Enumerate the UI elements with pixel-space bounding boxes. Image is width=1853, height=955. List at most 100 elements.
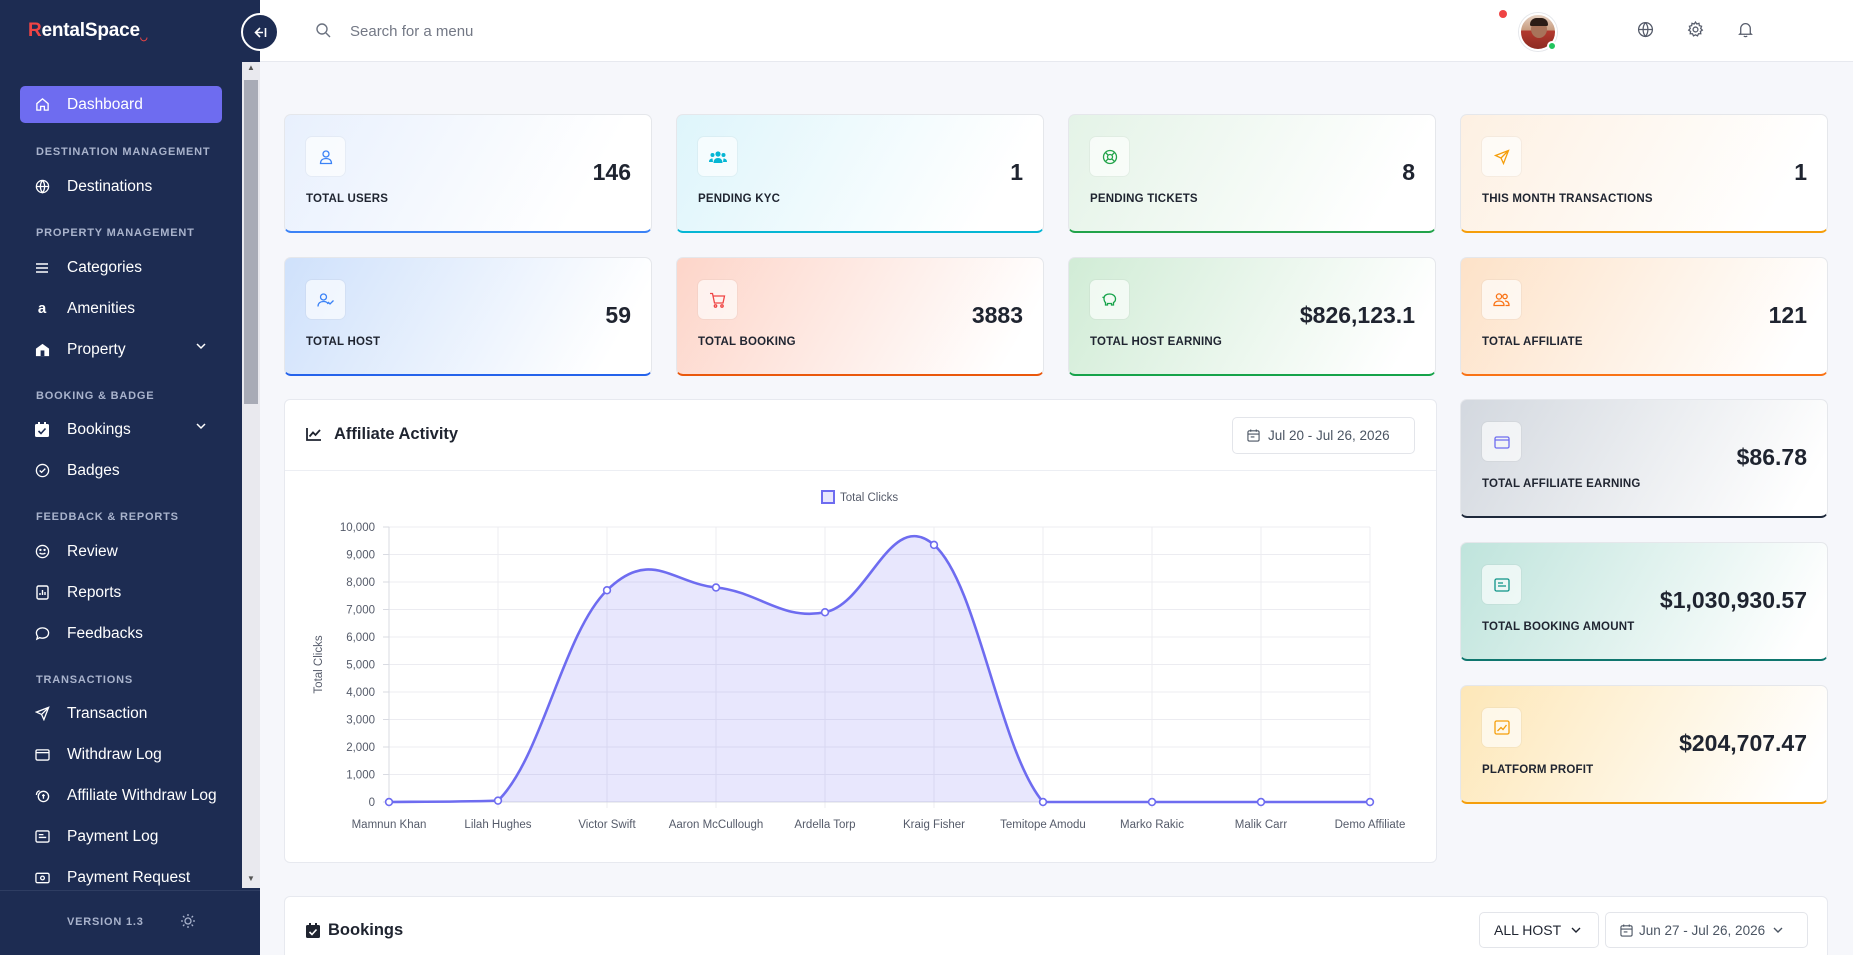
shopping-cart-icon	[698, 280, 737, 319]
stat-card-total-affiliate: 121 TOTAL AFFILIATE	[1460, 257, 1828, 376]
sidebar: RentalSpace◡ Dashboard DESTINATION MANAG…	[0, 0, 260, 955]
scroll-up-icon[interactable]: ▲	[247, 63, 255, 72]
sidebar-footer: VERSION 1.3	[0, 890, 260, 955]
stat-card-total-booking: 3883 TOTAL BOOKING	[676, 257, 1044, 376]
money-icon	[34, 870, 50, 886]
x-tick-label: Kraig Fisher	[903, 819, 965, 831]
building-icon	[34, 342, 50, 358]
sidebar-item-reports[interactable]: Reports	[20, 574, 222, 611]
panel-title: Affiliate Activity	[334, 425, 459, 443]
legend-label: Total Clicks	[840, 492, 898, 504]
calendar-check-icon	[306, 923, 320, 943]
section-property-management: PROPERTY MANAGEMENT	[36, 227, 195, 239]
wallet-icon	[1482, 422, 1521, 461]
stat-card-platform-profit: $204,707.47 PLATFORM PROFIT	[1460, 685, 1828, 804]
users-icon	[1482, 280, 1521, 319]
y-tick-label: 3,000	[346, 715, 375, 727]
search-input[interactable]	[350, 16, 750, 46]
stat-card-pending-tickets: 8 PENDING TICKETS	[1068, 114, 1436, 233]
theme-toggle-sun-icon[interactable]	[180, 913, 196, 934]
data-point	[493, 796, 503, 805]
trend-chart-icon	[1482, 708, 1521, 747]
data-point	[929, 540, 939, 550]
data-point	[602, 586, 612, 595]
smile-icon	[34, 544, 50, 560]
send-icon	[34, 706, 50, 722]
version-label: VERSION 1.3	[67, 916, 144, 928]
sidebar-item-transaction[interactable]: Transaction	[20, 695, 222, 732]
section-booking-badge: BOOKING & BADGE	[36, 390, 155, 402]
y-axis-label: Total Clicks	[313, 635, 325, 693]
x-tick-label: Marko Rakic	[1120, 819, 1184, 831]
affiliate-activity-chart: 0 1,000 2,000 3,000 4,000 5,000 6,000 7,000 8,00…	[313, 490, 1406, 831]
data-point	[384, 797, 394, 807]
sidebar-item-categories[interactable]: Categories	[20, 249, 222, 286]
calendar-icon	[1247, 429, 1260, 442]
x-tick-label: Mamnun Khan	[352, 819, 427, 831]
chevron-down-icon	[196, 343, 206, 350]
top-bar	[260, 0, 1853, 62]
section-feedback-reports: FEEDBACK & REPORTS	[36, 511, 179, 523]
stat-card-total-affiliate-earning: $86.78 TOTAL AFFILIATE EARNING	[1460, 399, 1828, 518]
send-icon	[1482, 137, 1521, 176]
notification-badge	[1499, 10, 1507, 18]
user-icon	[306, 137, 345, 176]
chevron-down-icon	[1571, 927, 1581, 933]
home-icon	[34, 97, 50, 113]
stat-card-pending-kyc: 1 PENDING KYC	[676, 114, 1044, 233]
badge-icon	[34, 463, 50, 479]
y-tick-label: 6,000	[346, 632, 375, 644]
sidebar-item-destinations[interactable]: Destinations	[20, 168, 222, 205]
sidebar-item-feedbacks[interactable]: Feedbacks	[20, 615, 222, 652]
report-icon	[34, 585, 50, 601]
data-point	[711, 583, 721, 592]
sidebar-nav: Dashboard DESTINATION MANAGEMENT Destina…	[0, 80, 242, 888]
notification-bell-icon[interactable]	[1737, 21, 1754, 43]
series-line	[388, 535, 1370, 804]
sidebar-item-badges[interactable]: Badges	[20, 452, 222, 489]
sidebar-item-property[interactable]: Property	[20, 331, 222, 368]
online-status-indicator	[1547, 41, 1557, 51]
data-point	[1038, 797, 1048, 807]
amenities-icon: a	[37, 300, 47, 317]
stat-card-this-month-transactions: 1 THIS MONTH TRANSACTIONS	[1460, 114, 1828, 233]
app-logo[interactable]: RentalSpace◡	[28, 20, 148, 42]
language-globe-icon[interactable]	[1637, 21, 1654, 43]
y-tick-label: 2,000	[346, 742, 375, 754]
coins-icon	[34, 788, 50, 804]
sidebar-item-payment-request[interactable]: Payment Request	[20, 859, 222, 888]
scroll-down-icon[interactable]: ▼	[247, 874, 255, 883]
x-tick-label: Demo Affiliate	[1335, 819, 1406, 831]
calendar-icon	[1620, 923, 1633, 937]
x-tick-label: Victor Swift	[578, 819, 636, 831]
sidebar-item-affiliate-withdraw-log[interactable]: Affiliate Withdraw Log	[20, 777, 222, 814]
y-tick-label: 1,000	[346, 770, 375, 782]
panel-header: Affiliate Activity Jul 20 - Jul 26, 2026	[285, 400, 1436, 471]
stat-card-total-booking-amount: $1,030,930.57 TOTAL BOOKING AMOUNT	[1460, 542, 1828, 661]
stat-card-total-users: 146 TOTAL USERS	[284, 114, 652, 233]
headset-icon	[1090, 137, 1129, 176]
settings-gear-icon[interactable]	[1687, 20, 1704, 43]
affiliate-date-range-picker[interactable]: Jul 20 - Jul 26, 2026	[1232, 417, 1415, 454]
sidebar-item-payment-log[interactable]: Payment Log	[20, 818, 222, 855]
sidebar-item-dashboard[interactable]: Dashboard	[20, 86, 222, 123]
bookings-title: Bookings	[328, 921, 404, 939]
affiliate-activity-panel: Affiliate Activity Jul 20 - Jul 26, 2026…	[284, 399, 1437, 863]
sidebar-collapse-button[interactable]	[241, 13, 279, 51]
bookings-date-range-picker[interactable]: Jun 27 - Jul 26, 2026	[1605, 912, 1808, 948]
wallet-icon	[34, 747, 50, 763]
receipt-icon	[34, 829, 50, 845]
sidebar-item-bookings[interactable]: Bookings	[20, 411, 222, 448]
sidebar-item-withdraw-log[interactable]: Withdraw Log	[20, 736, 222, 773]
host-filter-dropdown[interactable]: ALL HOST	[1479, 912, 1599, 948]
sidebar-item-review[interactable]: Review	[20, 533, 222, 570]
line-chart-icon	[306, 427, 322, 446]
x-tick-label: Temitope Amodu	[1000, 819, 1086, 831]
y-tick-label: 9,000	[346, 550, 375, 562]
chevron-down-icon	[196, 423, 206, 430]
user-check-icon	[306, 280, 345, 319]
sidebar-scroll-thumb[interactable]	[244, 80, 258, 404]
x-tick-label: Lilah Hughes	[464, 819, 531, 831]
sidebar-item-amenities[interactable]: a Amenities	[20, 290, 222, 327]
y-tick-label: 0	[369, 797, 375, 809]
